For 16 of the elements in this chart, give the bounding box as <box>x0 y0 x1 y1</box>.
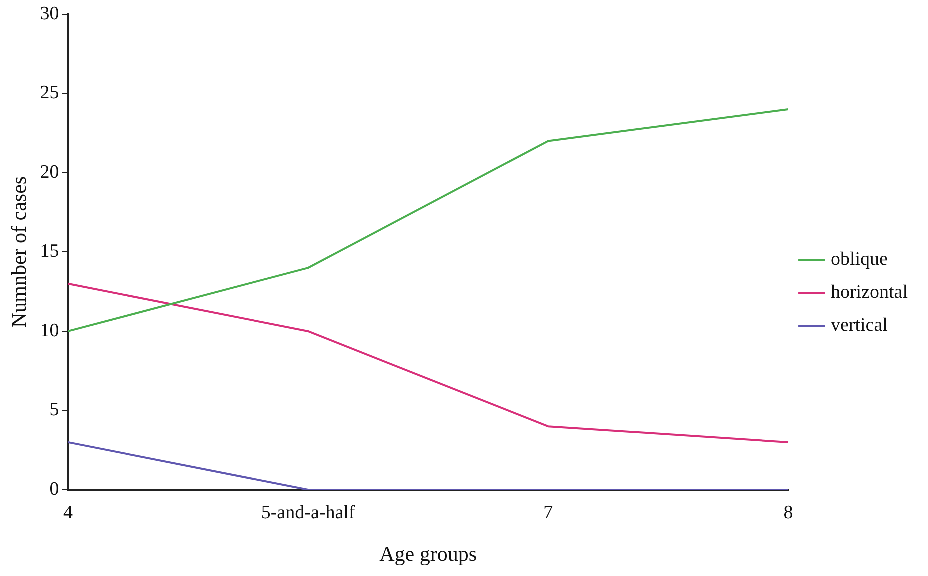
x-axis-title: Age groups <box>380 542 478 566</box>
y-axis-title: Numnber of cases <box>7 176 32 328</box>
legend-label: horizontal <box>830 282 908 303</box>
y-tick-label: 25 <box>40 82 60 104</box>
legend-label: vertical <box>830 314 888 336</box>
y-tick-label: 20 <box>40 162 60 183</box>
x-tick-label: 7 <box>544 502 554 524</box>
x-tick-label: 5-and-a-half <box>261 502 356 524</box>
x-tick-label: 8 <box>784 502 794 524</box>
legend-label: oblique <box>830 248 888 270</box>
y-tick-label: 15 <box>40 241 60 262</box>
y-tick-label: 10 <box>40 320 60 342</box>
y-tick-label: 30 <box>40 3 60 24</box>
y-tick-label: 5 <box>50 400 60 421</box>
x-tick-label: 4 <box>63 502 74 524</box>
y-tick-label: 0 <box>50 478 60 500</box>
